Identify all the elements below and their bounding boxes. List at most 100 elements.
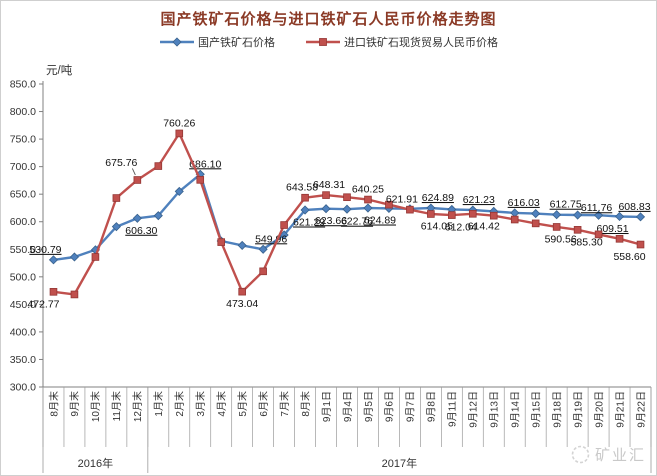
data-point-label: 675.76 — [105, 157, 137, 169]
data-point-marker-diamond — [174, 186, 184, 196]
data-point-label: 648.31 — [313, 179, 345, 191]
data-point-marker-diamond — [300, 205, 310, 215]
data-point-label: 606.30 — [125, 225, 157, 237]
x-axis-tick-label: 5月末 — [236, 391, 249, 417]
data-point-marker-square — [489, 211, 498, 220]
x-axis-tick-label: 2月末 — [173, 391, 186, 417]
data-label-leader-line — [131, 168, 136, 176]
data-point-marker-diamond — [321, 204, 331, 214]
x-axis-tick-label: 12月末 — [131, 391, 144, 422]
legend-item-domestic: 国产铁矿石价格 — [159, 34, 275, 50]
data-point-marker-square — [406, 205, 414, 214]
data-point-marker-square — [510, 215, 519, 224]
y-axis-tick-label: 750.0 — [10, 134, 36, 146]
data-point-label: 621.29 — [293, 216, 325, 228]
data-point-marker-square — [615, 235, 624, 243]
data-point-marker-square — [49, 288, 58, 296]
legend: 国产铁矿石价格 进口铁矿石现货贸易人民币价格 — [1, 34, 656, 50]
x-axis-tick-label: 9月4日 — [342, 391, 354, 422]
data-point-marker-diamond — [342, 204, 352, 214]
watermark-logo-icon — [571, 445, 590, 464]
data-point-marker-square — [175, 129, 184, 138]
x-axis-tick-label: 11月末 — [110, 391, 123, 421]
data-point-marker-square — [594, 230, 603, 239]
data-point-label: 530.79 — [29, 244, 61, 256]
data-point-marker-square — [385, 200, 393, 209]
y-axis-tick-label: 850.0 — [10, 79, 36, 91]
data-point-marker-diamond — [552, 210, 562, 220]
x-axis-tick-label: 7月末 — [278, 391, 291, 417]
data-point-label: 558.60 — [613, 251, 645, 263]
data-point-label: 549.96 — [255, 233, 287, 245]
data-point-label: 643.58 — [286, 182, 318, 194]
chart-title: 国产铁矿石价格与进口铁矿石人民币价格走势图 — [160, 11, 497, 28]
data-point-marker-square — [217, 238, 226, 246]
data-point-marker-square — [322, 191, 330, 199]
data-point-label: 686.10 — [189, 158, 221, 170]
y-axis-tick-label: 650.0 — [10, 189, 36, 201]
data-point-label: 608.83 — [618, 201, 650, 213]
x-axis-tick-label: 9月12日 — [468, 391, 480, 428]
data-point-marker-square — [468, 209, 477, 218]
data-point-marker-diamond — [111, 222, 121, 232]
data-point-marker-diamond — [614, 211, 625, 222]
x-axis-tick-label: 9月5日 — [363, 391, 375, 422]
y-axis-tick-label: 350.0 — [10, 354, 36, 366]
watermark: 矿业汇 — [571, 444, 646, 465]
x-axis-tick-label: 9月13日 — [489, 391, 501, 428]
data-point-marker-diamond — [510, 208, 520, 218]
data-point-marker-square — [259, 267, 267, 276]
y-axis-tick-label: 700.0 — [10, 161, 36, 173]
data-point-label: 616.03 — [508, 197, 540, 209]
x-axis-tick-label: 8月末 — [299, 391, 312, 417]
data-point-marker-square — [133, 176, 142, 184]
x-axis-tick-label: 9月7日 — [405, 391, 417, 422]
data-point-marker-diamond — [573, 210, 583, 220]
data-point-label: 623.66 — [315, 215, 347, 227]
x-axis-tick-label: 9月19日 — [572, 391, 584, 428]
x-axis-tick-label: 9月8日 — [426, 391, 438, 422]
data-point-label: 612.04 — [445, 222, 477, 234]
data-point-label: 624.89 — [364, 215, 396, 227]
data-point-marker-square — [196, 176, 205, 184]
y-axis-tick-label: 500.0 — [10, 271, 36, 283]
x-axis-tick-label: 9月末 — [68, 391, 81, 417]
data-point-label: 614.05 — [421, 220, 453, 232]
data-point-marker-square — [343, 193, 351, 202]
x-axis-tick-label: 9月20日 — [593, 391, 605, 428]
data-point-marker-diamond — [48, 255, 59, 265]
data-point-label: 624.89 — [422, 192, 454, 204]
data-point-marker-diamond — [594, 210, 604, 220]
data-point-marker-square — [448, 211, 456, 219]
data-point-label: 585.30 — [571, 236, 603, 248]
data-point-marker-square — [552, 223, 561, 231]
data-point-marker-square — [154, 162, 163, 170]
y-axis-tick-label: 450.0 — [10, 299, 36, 311]
x-axis-tick-label: 9月18日 — [551, 391, 563, 428]
data-point-marker-diamond — [635, 212, 646, 222]
data-point-marker-diamond — [531, 209, 541, 219]
data-point-marker-square — [427, 210, 435, 218]
x-axis-tick-label: 4月末 — [215, 391, 228, 417]
legend-marker-import-icon — [306, 38, 340, 46]
data-point-marker-square — [531, 219, 540, 228]
year-group-label: 2017年 — [382, 456, 417, 470]
data-point-marker-square — [301, 193, 309, 202]
data-point-marker-square — [636, 240, 645, 249]
data-point-label: 640.25 — [352, 184, 384, 196]
data-point-label: 622.76 — [341, 216, 373, 228]
x-axis-tick-label: 3月末 — [194, 391, 207, 417]
legend-item-import: 进口铁矿石现货贸易人民币价格 — [305, 34, 498, 50]
y-axis-tick-label: 300.0 — [10, 382, 36, 394]
x-axis-tick-label: 9月21日 — [614, 391, 626, 428]
x-axis-tick-label: 9月11日 — [447, 391, 459, 427]
data-point-label: 609.51 — [596, 223, 628, 235]
x-axis-tick-label: 9月15日 — [530, 391, 542, 428]
data-point-marker-square — [91, 253, 100, 261]
legend-label-domestic: 国产铁矿石价格 — [198, 37, 275, 49]
legend-marker-shape — [319, 38, 327, 46]
data-point-marker-square — [280, 221, 288, 229]
data-point-label: 760.26 — [163, 117, 195, 129]
